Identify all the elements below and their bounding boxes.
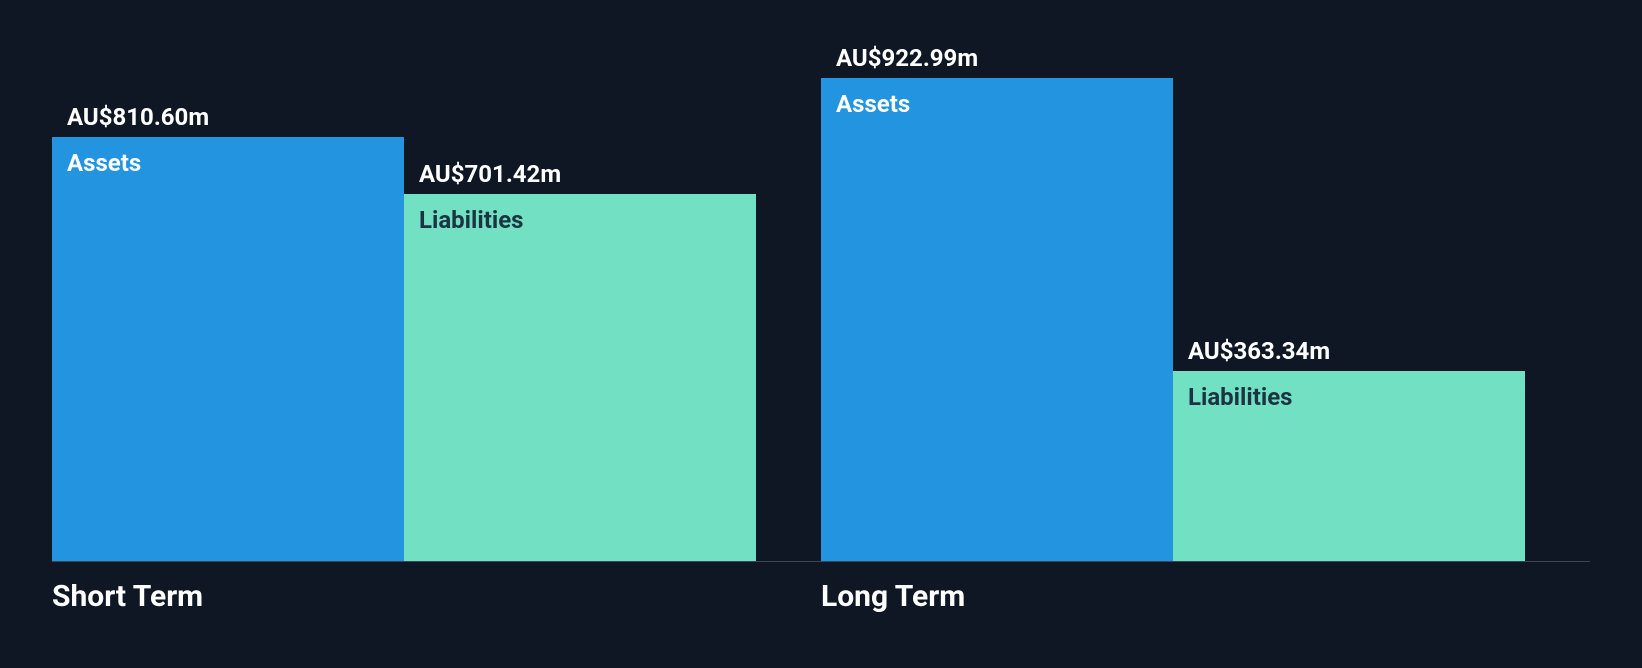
bar-short_term-liabilities: Liabilities AU$701.42m	[404, 78, 756, 561]
bar-value-label: AU$701.42m	[419, 160, 561, 188]
bar-short_term-assets: Assets AU$810.60m	[52, 78, 404, 561]
bar-inner-label: Assets	[836, 90, 910, 118]
group-title-long_term: Long Term	[821, 579, 965, 614]
chart-canvas: Assets AU$810.60m Liabilities AU$701.42m Sho…	[0, 0, 1642, 668]
bar-rect: Assets	[52, 137, 404, 561]
bar-long_term-assets: AssetsAU$922.99m	[821, 78, 1173, 561]
bar-group-long_term: AssetsAU$922.99m Liabilities AU$363.34m	[821, 78, 1525, 561]
bar-rect: Liabilities	[1173, 371, 1525, 561]
bar-rect: Liabilities	[404, 194, 756, 561]
group-title-short_term: Short Term	[52, 579, 203, 614]
chart-baseline	[52, 561, 1590, 562]
bar-inner-label: Liabilities	[419, 206, 524, 234]
bar-inner-label: Liabilities	[1188, 383, 1293, 411]
bar-value-label: AU$810.60m	[67, 103, 209, 131]
bar-value-label: AU$363.34m	[1188, 337, 1330, 365]
bar-long_term-liabilities: Liabilities AU$363.34m	[1173, 78, 1525, 561]
bar-value-label: AU$922.99m	[836, 44, 978, 72]
bar-rect: Assets	[821, 78, 1173, 561]
bar-group-short_term: Assets AU$810.60m Liabilities AU$701.42m	[52, 78, 756, 561]
bar-inner-label: Assets	[67, 149, 141, 177]
